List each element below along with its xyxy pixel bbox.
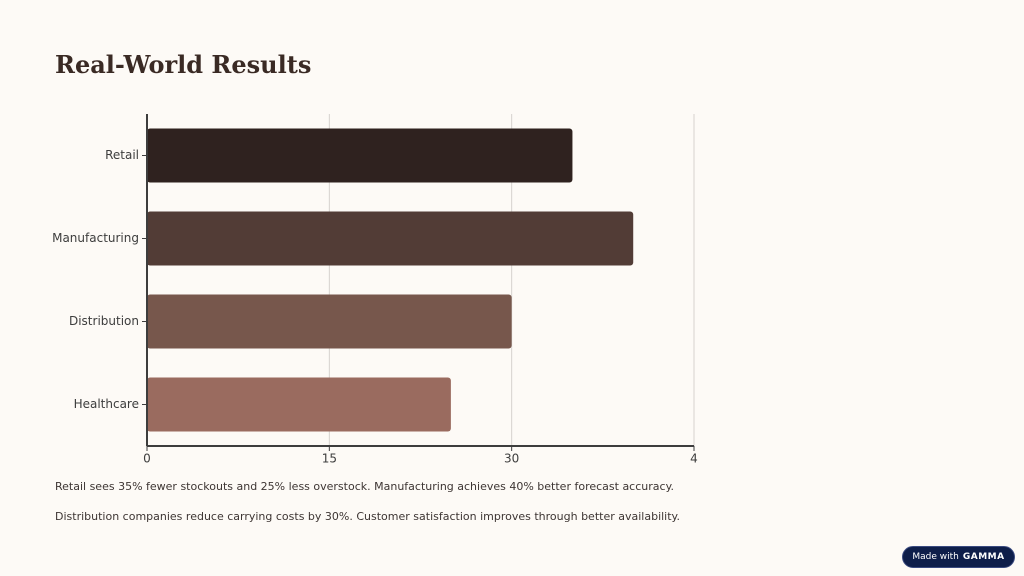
x-tick-label: 30 <box>504 452 519 466</box>
x-tick-label: 0 <box>143 452 151 466</box>
badge-prefix: Made with <box>912 552 959 562</box>
chart-title: Real-World Results <box>55 50 312 79</box>
paragraph: Retail sees 35% fewer stockouts and 25% … <box>55 480 675 493</box>
bar <box>147 377 451 432</box>
paragraph: Distribution companies reduce carrying c… <box>55 510 680 523</box>
badge-brand: GAMMA <box>962 552 1005 562</box>
made-with-badge[interactable]: Made with GAMMA <box>902 546 1015 568</box>
x-tick-label: 4 <box>690 452 698 466</box>
y-tick-label: Manufacturing <box>52 231 139 245</box>
bar <box>147 294 512 349</box>
bar <box>147 128 573 183</box>
x-tick-label: 15 <box>322 452 337 466</box>
y-tick-label: Healthcare <box>74 397 139 411</box>
y-tick-label: Distribution <box>69 314 139 328</box>
y-tick-label: Retail <box>105 148 139 162</box>
bar <box>147 211 634 266</box>
